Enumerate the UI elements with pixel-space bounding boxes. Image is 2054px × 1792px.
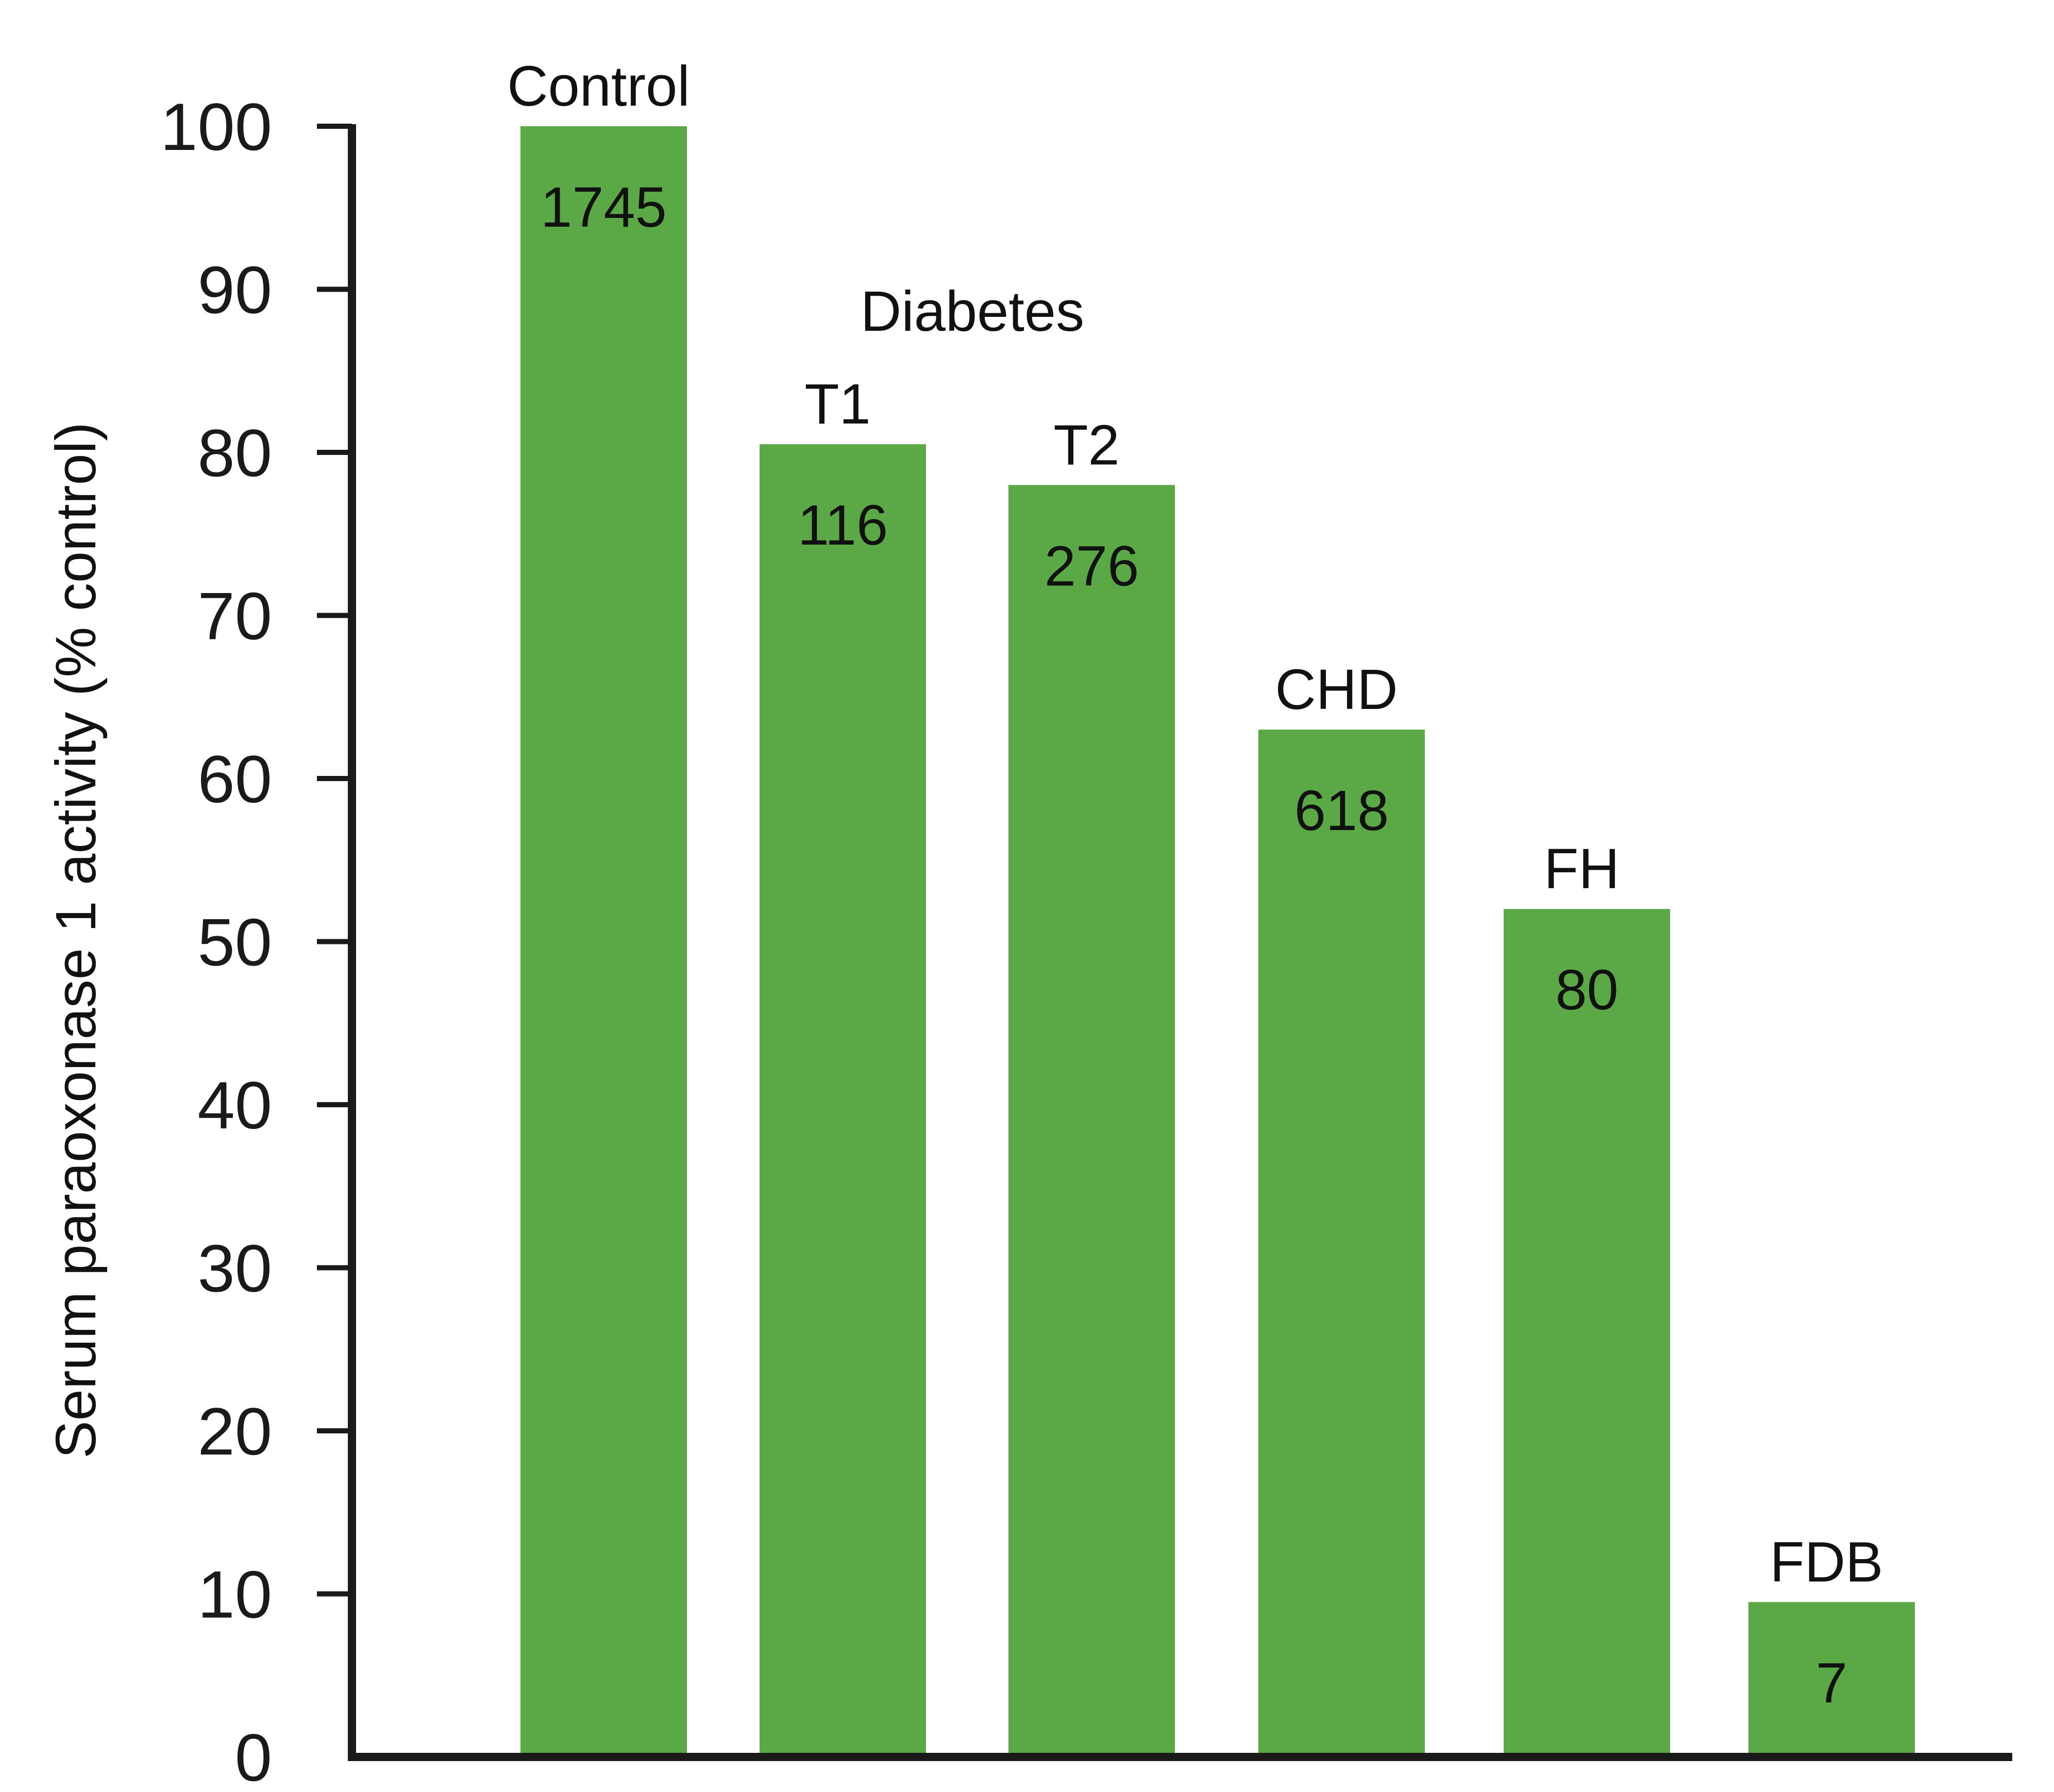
bars-layer bbox=[520, 126, 1915, 1757]
y-tick-label-20: 20 bbox=[197, 1394, 272, 1469]
n-label-chd: 618 bbox=[1294, 779, 1389, 842]
n-label-fdb: 7 bbox=[1816, 1651, 1847, 1715]
bar-fh bbox=[1504, 909, 1670, 1757]
y-tick-label-10: 10 bbox=[197, 1557, 272, 1632]
n-label-control: 1745 bbox=[541, 176, 667, 239]
category-labels-layer: Control T1 T2 CHD FH FDB bbox=[507, 55, 1883, 1594]
n-label-fh: 80 bbox=[1555, 958, 1618, 1022]
bar-t2 bbox=[1008, 485, 1175, 1757]
category-label-t2: T2 bbox=[1053, 413, 1119, 477]
y-tick-label-70: 70 bbox=[197, 579, 272, 654]
y-axis-label: Serum paraoxonase 1 activity (% control) bbox=[44, 422, 108, 1458]
y-tick-label-100: 100 bbox=[160, 89, 272, 164]
y-tick-label-80: 80 bbox=[197, 415, 272, 491]
category-label-t1: T1 bbox=[804, 373, 870, 436]
bar-fdb bbox=[1748, 1602, 1915, 1757]
y-tick-label-0: 0 bbox=[235, 1720, 272, 1792]
y-tick-label-50: 50 bbox=[197, 905, 272, 980]
y-tick-label-40: 40 bbox=[197, 1068, 272, 1143]
category-label-fdb: FDB bbox=[1770, 1530, 1883, 1594]
category-label-fh: FH bbox=[1544, 837, 1620, 901]
bar-control bbox=[520, 126, 687, 1757]
y-tick-label-60: 60 bbox=[197, 741, 272, 817]
category-label-control: Control bbox=[507, 55, 690, 118]
n-labels-layer: 1745 116 276 618 80 7 bbox=[541, 176, 1847, 1715]
y-tick-label-90: 90 bbox=[197, 252, 272, 328]
y-tick-label-30: 30 bbox=[197, 1231, 272, 1306]
n-label-t1: 116 bbox=[798, 494, 888, 557]
bar-chd bbox=[1258, 730, 1425, 1757]
n-label-t2: 276 bbox=[1045, 534, 1139, 598]
diabetes-group-label: Diabetes bbox=[861, 280, 1084, 343]
bar-t1 bbox=[760, 444, 926, 1757]
category-label-chd: CHD bbox=[1275, 658, 1398, 721]
y-ticks-layer: 0 10 20 30 40 50 60 70 80 90 100 bbox=[160, 89, 352, 1792]
